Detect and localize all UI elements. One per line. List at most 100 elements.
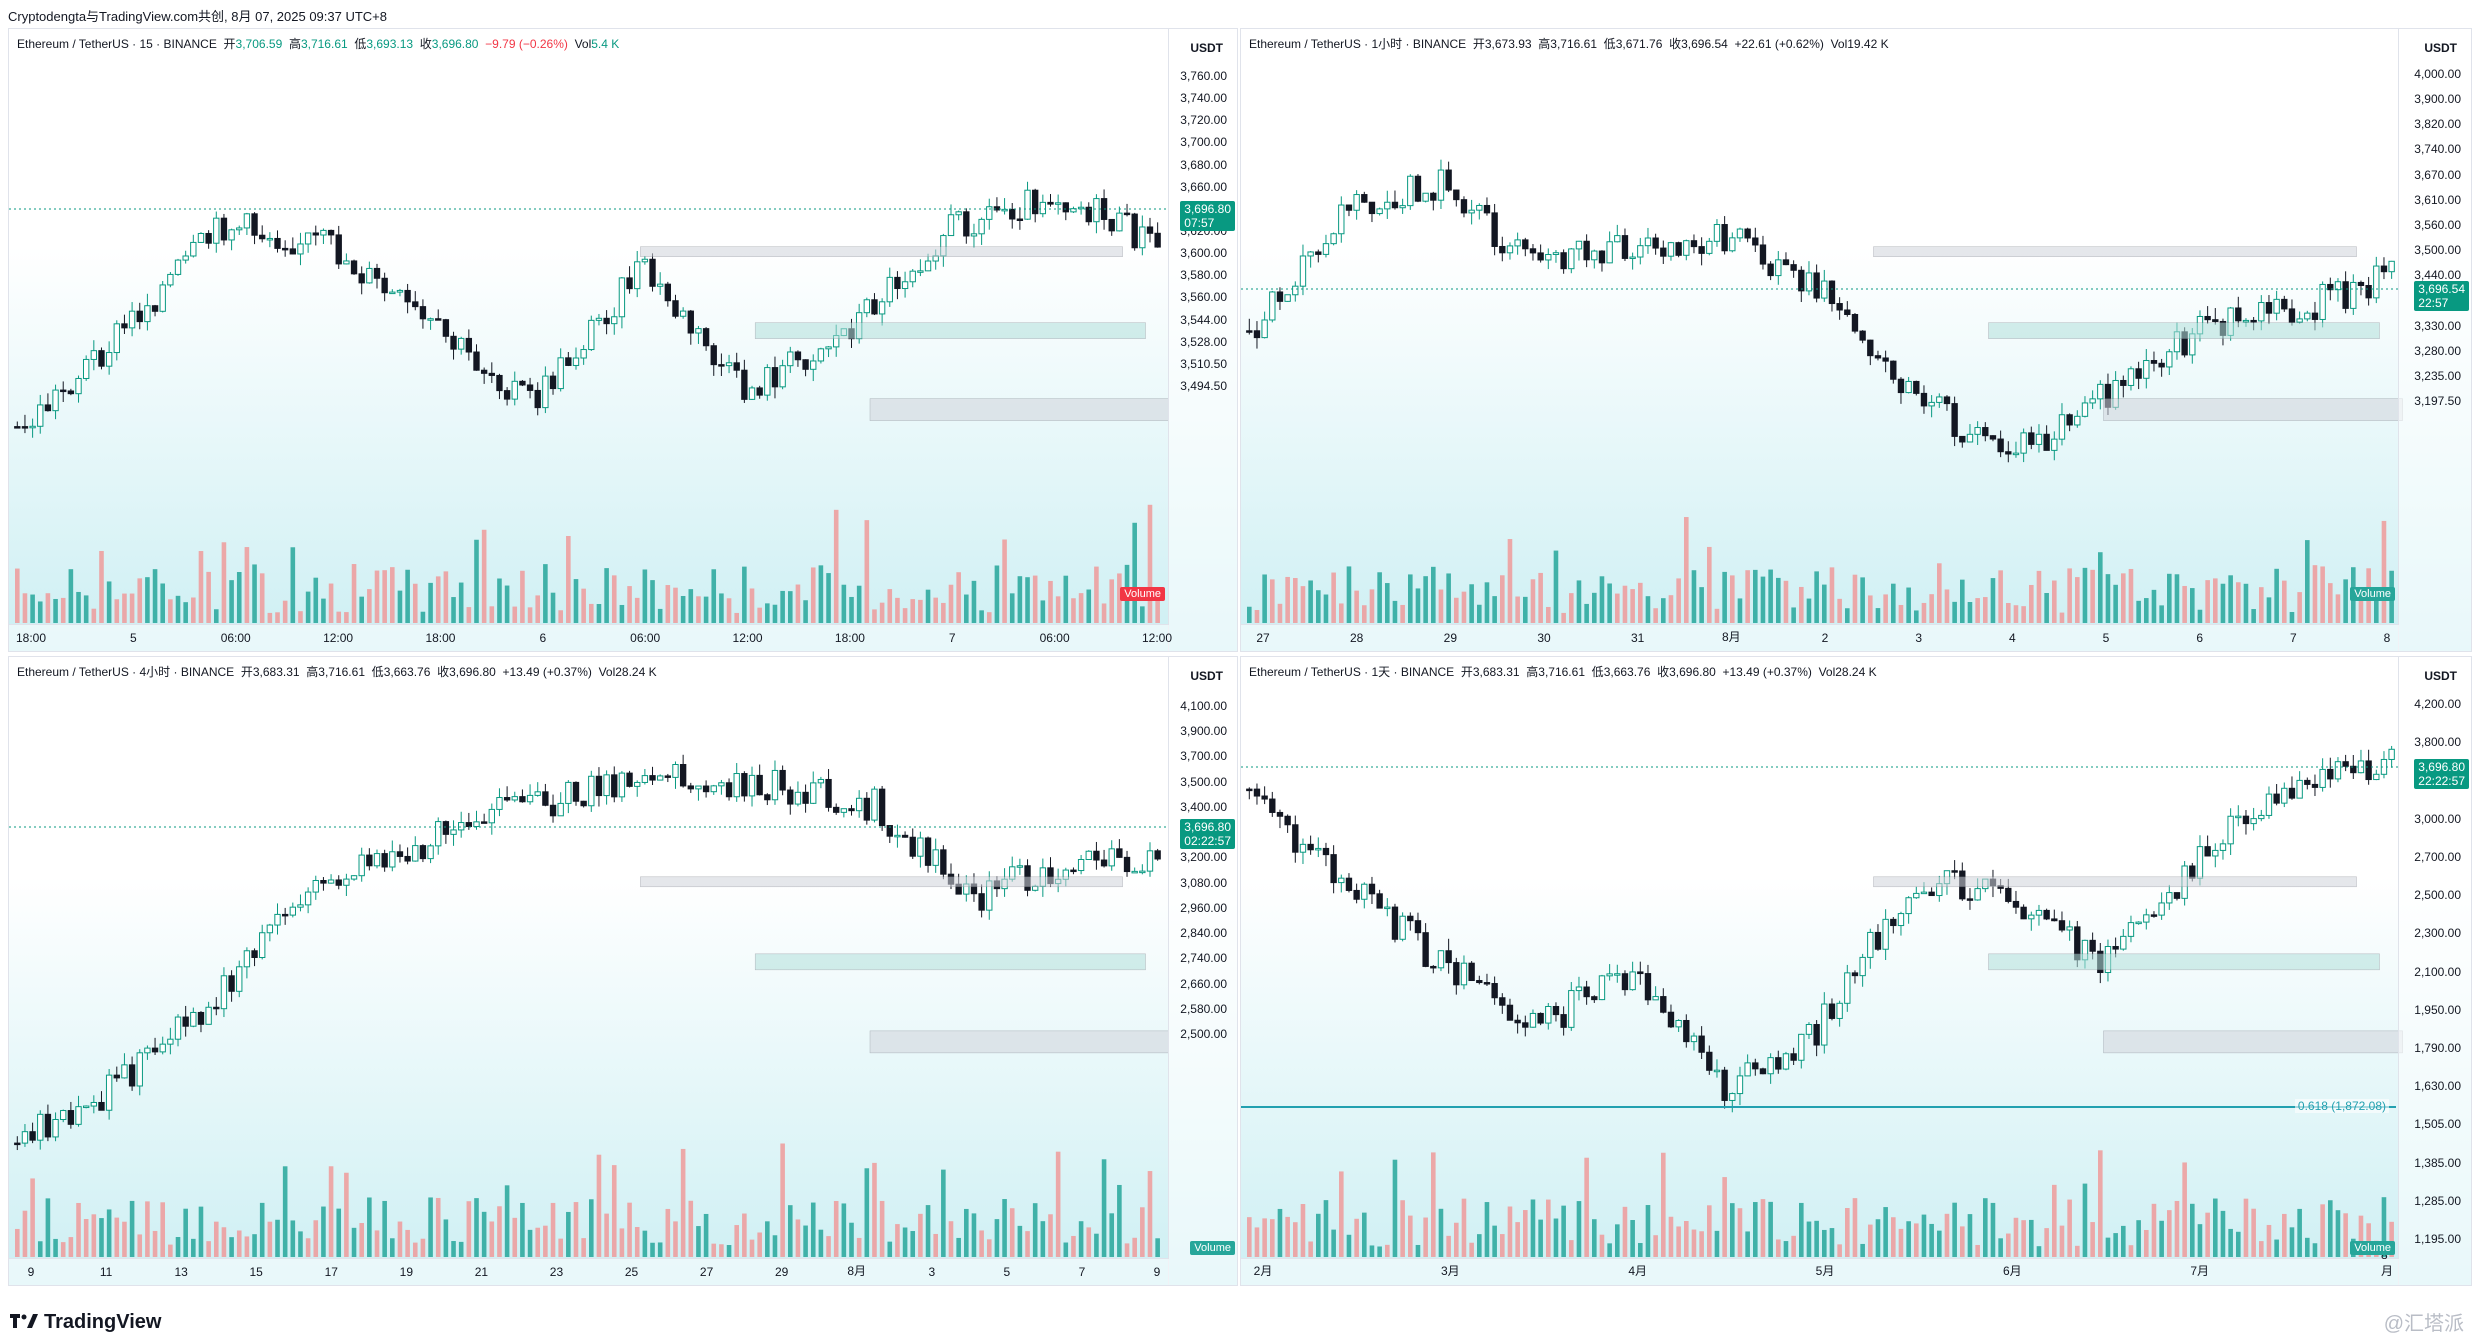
candle-body <box>1391 906 1399 940</box>
volume-bar <box>1477 1234 1482 1257</box>
candle-body <box>1598 975 1606 1001</box>
time-axis[interactable]: 27 28 29 30 31 8月 2 3 4 5 6 7 8 <box>1241 624 2399 651</box>
candle-body <box>1276 811 1284 817</box>
volume-bar <box>15 568 20 623</box>
volume-bar <box>1653 1235 1658 1257</box>
volume-badge[interactable]: Volume <box>2350 1241 2395 1255</box>
candle-body <box>304 232 312 245</box>
time-tick-label: 2 <box>1821 631 1829 645</box>
candle-body <box>1844 972 1851 1004</box>
chart-panel-15m[interactable]: Ethereum / TetherUS · 15 · BINANCE 开3,70… <box>8 28 1238 652</box>
candle-body <box>1276 291 1284 302</box>
volume-bar <box>1891 583 1896 623</box>
volume-bar <box>2190 1203 2195 1257</box>
volume-bar <box>443 571 449 623</box>
volume-bar <box>1446 1235 1451 1257</box>
candle-body <box>1292 824 1299 853</box>
candle-body <box>1744 228 1751 239</box>
candle-body <box>1637 245 1644 258</box>
volume-bar <box>336 1208 342 1257</box>
candle-body <box>1729 1093 1736 1101</box>
candlestick-canvas[interactable] <box>9 29 1237 651</box>
time-axis[interactable]: 2月 3月 4月 5月 6月 7月 8月 <box>1241 1248 2399 1285</box>
candlestick-canvas[interactable] <box>1241 657 2471 1285</box>
volume-bar <box>359 596 364 623</box>
candle-body <box>1675 242 1682 256</box>
time-axis[interactable]: 18:00 5 06:00 12:00 18:00 6 06:00 12:00 18:00 7 06… <box>9 624 1172 651</box>
volume-bar <box>841 584 847 623</box>
volume-bar <box>1783 580 1789 623</box>
volume-bar <box>466 607 472 623</box>
volume-bar <box>803 600 808 623</box>
volume-badge[interactable]: Volume <box>2350 587 2395 601</box>
candle-body <box>1315 251 1322 255</box>
chart-panel-1h[interactable]: Ethereum / TetherUS · 1小时 · BINANCE 开3,6… <box>1240 28 2472 652</box>
volume-bar <box>1362 605 1367 623</box>
candle-body <box>2235 815 2242 819</box>
volume-bar <box>1937 1230 1942 1257</box>
candle-body <box>748 387 756 400</box>
candle-body <box>1468 209 1475 214</box>
volume-bar <box>711 1243 717 1257</box>
candle-body <box>190 241 197 257</box>
volume-bar <box>1323 1200 1329 1257</box>
volume-bar <box>2228 575 2233 623</box>
volume-bar <box>351 564 357 623</box>
candle-body <box>358 854 365 877</box>
candlestick-canvas[interactable] <box>9 657 1237 1285</box>
candle-body <box>1345 877 1353 891</box>
candle-body <box>1629 971 1636 991</box>
candlestick-canvas[interactable] <box>1241 29 2471 651</box>
time-axis[interactable]: 9 11 13 15 17 19 21 23 25 27 29 8月 3 5 7 9 <box>9 1258 1169 1285</box>
currency-unit[interactable]: USDT <box>2424 41 2457 55</box>
price-axis[interactable]: USDT 4,100.00 3,900.00 3,700.00 3,500.00 3,4… <box>1168 657 1237 1285</box>
volume-bar <box>795 584 801 623</box>
candle-body <box>1859 956 1866 977</box>
candle-body <box>1361 194 1368 203</box>
volume-bar <box>2259 587 2264 623</box>
volume-bar <box>1109 579 1115 623</box>
price-axis[interactable]: USDT 4,000.00 3,900.00 3,820.00 3,740.00 3,6… <box>2398 29 2471 651</box>
time-tick-label: 8月 <box>1721 630 1741 644</box>
volume-bar <box>244 1236 250 1257</box>
chart-panel-1d[interactable]: Ethereum / TetherUS · 1天 · BINANCE 开3,68… <box>1240 656 2472 1286</box>
currency-unit[interactable]: USDT <box>1190 669 1223 683</box>
candle-body <box>1736 1075 1744 1095</box>
volume-bar <box>497 1206 502 1257</box>
chart-panel-4h[interactable]: Ethereum / TetherUS · 4小时 · BINANCE 开3,6… <box>8 656 1238 1286</box>
volume-bar <box>1875 1219 1881 1257</box>
volume-bar <box>15 1228 20 1257</box>
candle-body <box>220 975 228 1010</box>
volume-bar <box>650 1242 655 1257</box>
volume-bar <box>2389 1221 2394 1257</box>
volume-bar <box>941 1169 946 1257</box>
candle-body <box>1330 233 1337 245</box>
candle-body <box>511 796 518 801</box>
currency-unit[interactable]: USDT <box>1190 41 1223 55</box>
candle-body <box>2342 281 2349 309</box>
price-tick-label: 3,544.00 <box>1180 312 1227 327</box>
candle-body <box>1790 1053 1797 1061</box>
candle-body <box>327 229 335 236</box>
volume-bar <box>611 1165 617 1257</box>
time-tick-label: 06:00 <box>1039 631 1070 645</box>
candle-body <box>2350 281 2357 309</box>
volume-bar <box>1753 1202 1758 1257</box>
price-axis[interactable]: USDT 3,760.00 3,740.00 3,720.00 3,700.00 3,6… <box>1168 29 1237 651</box>
candle-body <box>603 774 610 797</box>
candle-body <box>1123 856 1131 873</box>
volume-bar <box>589 603 594 623</box>
price-axis[interactable]: USDT 4,200.003,800.003,400.003,000.002,7… <box>2398 657 2471 1285</box>
candle-body <box>1146 850 1154 872</box>
price-tick-label: 4,200.00 <box>2414 697 2461 711</box>
volume-bar <box>826 573 831 623</box>
volume-badge[interactable]: Volume <box>1190 1241 1235 1255</box>
candle-body <box>1583 240 1590 261</box>
currency-unit[interactable]: USDT <box>2424 669 2457 683</box>
candle-body <box>526 794 534 803</box>
volume-bar <box>168 599 173 623</box>
volume-bar <box>137 578 143 623</box>
volume-badge[interactable]: Volume <box>1120 587 1165 601</box>
candle-body <box>1116 212 1123 232</box>
volume-bar <box>841 1203 847 1257</box>
